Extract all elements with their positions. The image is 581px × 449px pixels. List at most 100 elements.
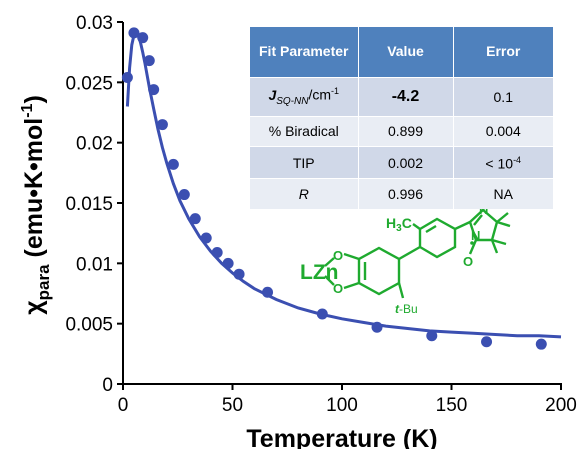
error-cell: NA (453, 178, 553, 209)
y-axis-title-close: ) (20, 95, 48, 103)
data-point (137, 32, 149, 44)
data-point (148, 84, 160, 96)
phenyl-nn-bond (454, 220, 471, 231)
header-fit-parameter: Fit Parameter (250, 27, 359, 77)
x-ticks: 0 50 100 150 200 (118, 384, 577, 416)
table-row: % Biradical 0.899 0.004 (250, 115, 553, 147)
data-point (200, 232, 212, 244)
chemical-structure (324, 196, 511, 299)
param-cell: TIP (250, 146, 359, 179)
zn-o-bond-bottom (324, 275, 335, 286)
y-tick-label: 0.015 (65, 194, 113, 215)
methyl-1 (496, 212, 509, 223)
y-tick-label: 0.005 (65, 315, 113, 336)
radical-dot (470, 241, 474, 245)
x-tick-label: 0 (118, 395, 129, 416)
param-cell: % Biradical (250, 115, 359, 147)
error-cell: < 10-4 (453, 146, 553, 179)
nitronyl-nitroxide-ring (468, 208, 499, 242)
value-cell: 0.899 (358, 115, 454, 147)
value-cell: 0.996 (358, 178, 454, 209)
table-row: TIP 0.002 < 10-4 (250, 146, 553, 179)
y-ticks: 0 0.005 0.01 0.015 0.02 0.025 0.03 (65, 13, 123, 396)
y-axis-title-units: (emu•K•mol (20, 118, 48, 265)
error-sup: -4 (513, 154, 522, 165)
phenyl-ring (418, 217, 457, 259)
param-cell: R (250, 178, 359, 209)
lzn-label: LZn (300, 261, 338, 284)
data-point (211, 246, 223, 258)
error-cell: 0.004 (453, 115, 553, 147)
fit-parameter-table: Fit Parameter Value Error JSQ-NN/cm-1 -4… (250, 27, 553, 209)
x-tick-label: 150 (436, 395, 468, 416)
param-j: J (268, 86, 277, 103)
table-header-row: Fit Parameter Value Error (250, 27, 553, 77)
error-base: < 10 (485, 155, 514, 172)
tbu-label-rest: -Bu (399, 302, 418, 316)
data-point (128, 27, 140, 39)
y-tick-label: 0.025 (65, 73, 113, 94)
oxygen-bottom-label: O (333, 281, 343, 296)
data-point (371, 321, 383, 333)
value-cell: 0.002 (358, 146, 454, 179)
value-cell: -4.2 (358, 76, 454, 116)
tbu-label: t-Bu (395, 302, 418, 316)
y-tick-label: 0.03 (76, 13, 113, 34)
methyl-3 (491, 238, 507, 246)
data-point (189, 213, 201, 225)
data-point (167, 158, 179, 170)
tbu-label-t: t (395, 302, 400, 316)
data-point (481, 336, 493, 348)
data-point (222, 257, 234, 269)
y-axis-title-sup: -1 (19, 103, 36, 117)
data-point (178, 189, 190, 201)
n-o-bond-bottom (468, 239, 478, 255)
x-tick-label: 100 (326, 395, 358, 416)
y-axis-title: χpara (emu•K•mol-1) (19, 95, 53, 315)
methyl-4 (490, 239, 499, 254)
y-tick-label: 0 (102, 375, 113, 396)
param-j-sup: -1 (331, 86, 340, 97)
param-cell: JSQ-NN/cm-1 (250, 76, 359, 116)
error-cell: 0.1 (453, 76, 553, 116)
tbu-bond (397, 282, 405, 299)
oxide-bottom-label: O (463, 254, 473, 269)
table-row: R 0.996 NA (250, 178, 553, 209)
phenyl-inner-bond (425, 224, 437, 234)
methyl-label: H3C (386, 215, 412, 234)
param-j-sub: SQ-NN (276, 95, 309, 107)
nitrogen-plus-label: N (479, 202, 488, 217)
x-tick-label: 200 (545, 395, 577, 416)
methyl-2 (496, 220, 511, 228)
y-tick-label: 0.02 (76, 134, 113, 155)
x-axis-title: Temperature (K) (246, 425, 437, 449)
x-tick-label: 50 (222, 395, 243, 416)
data-point (262, 286, 274, 298)
header-error: Error (453, 27, 553, 77)
data-point (535, 338, 547, 350)
zn-o-bond-top (324, 257, 335, 267)
methyl-label-c: C (402, 215, 412, 231)
biaryl-bond (398, 245, 421, 261)
data-points (121, 27, 547, 350)
data-point (143, 55, 155, 67)
methyl-label-sub: 3 (396, 223, 402, 234)
header-value: Value (358, 27, 454, 77)
nitrogen-radical-label: N (471, 228, 480, 243)
data-point (316, 308, 328, 320)
data-point (233, 268, 245, 280)
oxygen-top-label: O (333, 248, 343, 263)
param-j-unit: /cm (308, 86, 332, 103)
cn-double-bond (473, 214, 483, 226)
methyl-label-h: H (386, 215, 396, 231)
data-point (426, 330, 438, 342)
y-tick-label: 0.01 (76, 254, 113, 275)
y-axis-title-main: χ (20, 300, 48, 315)
y-axis-title-sub: para (34, 264, 53, 300)
methyl-bond (412, 223, 421, 230)
data-point (156, 119, 168, 131)
ring-o-bond-bottom (343, 281, 360, 290)
ring-o-bond-top (343, 252, 360, 261)
table-row: JSQ-NN/cm-1 -4.2 0.1 (250, 76, 553, 116)
data-point (121, 72, 133, 84)
